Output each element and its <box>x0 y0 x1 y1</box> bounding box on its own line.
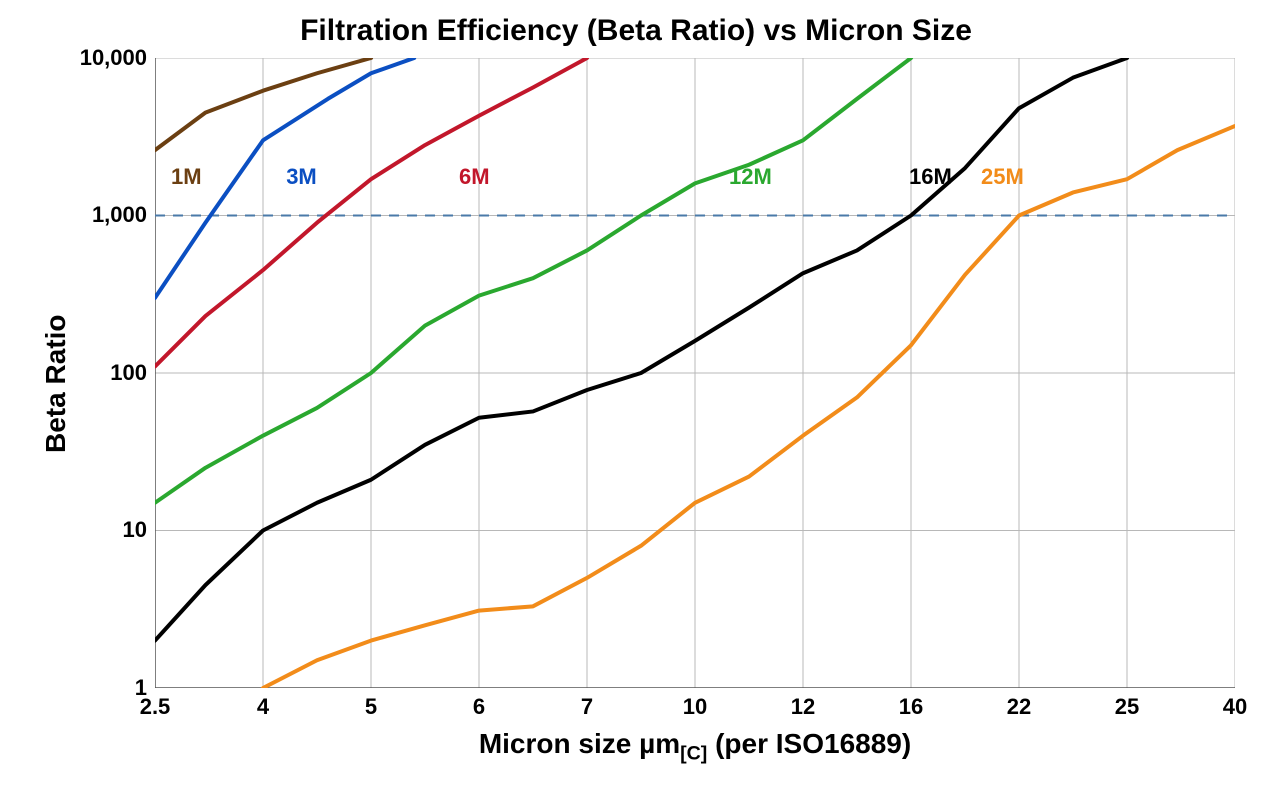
x-tick-label: 10 <box>665 694 725 720</box>
x-tick-label: 40 <box>1205 694 1265 720</box>
plot-area <box>155 58 1235 688</box>
x-tick-label: 22 <box>989 694 1049 720</box>
series-label-1M: 1M <box>171 164 202 190</box>
x-tick-label: 2.5 <box>125 694 185 720</box>
x-axis-label-tail: (per ISO16889) <box>707 728 911 759</box>
y-tick-label: 1,000 <box>92 202 147 228</box>
series-label-6M: 6M <box>459 164 490 190</box>
y-tick-label: 100 <box>110 360 147 386</box>
chart-title: Filtration Efficiency (Beta Ratio) vs Mi… <box>0 14 1272 48</box>
y-tick-label: 10 <box>123 517 147 543</box>
x-tick-label: 4 <box>233 694 293 720</box>
series-label-25M: 25M <box>981 164 1024 190</box>
series-label-12M: 12M <box>729 164 772 190</box>
x-axis-label: Micron size µm[C] (per ISO16889) <box>155 728 1235 766</box>
x-tick-label: 25 <box>1097 694 1157 720</box>
series-label-16M: 16M <box>909 164 952 190</box>
x-tick-label: 7 <box>557 694 617 720</box>
x-tick-label: 6 <box>449 694 509 720</box>
y-axis-label: Beta Ratio <box>40 315 72 453</box>
x-axis-label-sub: [C] <box>680 743 707 765</box>
series-label-3M: 3M <box>286 164 317 190</box>
x-axis-label-main: Micron size µm <box>479 728 680 759</box>
y-tick-label: 10,000 <box>80 45 147 71</box>
chart-container: Filtration Efficiency (Beta Ratio) vs Mi… <box>0 0 1272 790</box>
x-tick-label: 12 <box>773 694 833 720</box>
x-tick-label: 5 <box>341 694 401 720</box>
x-tick-label: 16 <box>881 694 941 720</box>
